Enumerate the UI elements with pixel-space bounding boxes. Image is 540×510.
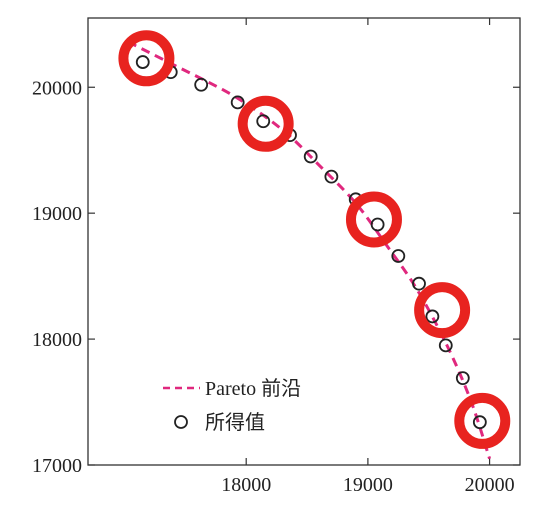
x-tick-label: 20000 (465, 474, 515, 496)
obtained-point (455, 371, 470, 386)
obtained-point (425, 309, 440, 324)
obtained-values-series (135, 55, 487, 430)
highlight-ring (454, 392, 511, 449)
y-tick-label: 17000 (32, 455, 82, 477)
y-tick-label: 18000 (32, 329, 82, 351)
y-tick-label: 19000 (32, 203, 82, 225)
legend: Pareto 前沿 所得值 (163, 377, 301, 434)
highlight-ring (237, 95, 294, 152)
obtained-point (303, 149, 318, 164)
highlight-ring (345, 191, 402, 248)
obtained-point (391, 249, 406, 263)
obtained-point (194, 77, 209, 92)
x-tick-label: 18000 (221, 474, 271, 496)
pareto-front-series (127, 40, 492, 460)
axis-ticks: 18000 19000 20000 17000 18000 19000 20000 (32, 18, 520, 496)
highlight-ring (414, 282, 471, 339)
highlight-ring (118, 30, 175, 87)
obtained-point (135, 55, 150, 69)
obtained-point (256, 114, 271, 129)
obtained-point (472, 415, 487, 430)
plot-frame (87, 17, 521, 466)
obtained-point (324, 169, 339, 184)
legend-obtained-label: 所得值 (205, 411, 265, 434)
x-tick-label: 19000 (343, 474, 393, 496)
highlight-rings (118, 30, 511, 449)
obtained-point (370, 217, 385, 232)
pareto-front-line (127, 40, 492, 460)
y-tick-label: 20000 (32, 77, 82, 99)
obtained-point (438, 338, 453, 353)
obtained-point (230, 95, 245, 110)
obtained-point (412, 276, 426, 291)
legend-pareto-label: Pareto 前沿 (205, 377, 301, 400)
legend-obtained-swatch (174, 415, 188, 429)
